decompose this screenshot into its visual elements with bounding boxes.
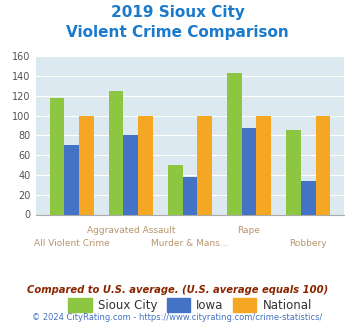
Bar xyxy=(227,73,242,215)
Bar xyxy=(50,98,64,214)
Text: 2019 Sioux City: 2019 Sioux City xyxy=(110,5,245,20)
Text: Aggravated Assault: Aggravated Assault xyxy=(87,226,175,235)
Text: Compared to U.S. average. (U.S. average equals 100): Compared to U.S. average. (U.S. average … xyxy=(27,285,328,295)
Bar xyxy=(138,115,153,214)
Text: © 2024 CityRating.com - https://www.cityrating.com/crime-statistics/: © 2024 CityRating.com - https://www.city… xyxy=(32,314,323,322)
Bar xyxy=(168,165,182,214)
Bar xyxy=(197,115,212,214)
Bar xyxy=(124,135,138,214)
Text: Murder & Mans...: Murder & Mans... xyxy=(151,240,229,248)
Bar xyxy=(79,115,94,214)
Text: Robbery: Robbery xyxy=(289,240,327,248)
Bar xyxy=(301,181,316,214)
Bar xyxy=(242,128,256,214)
Text: Violent Crime Comparison: Violent Crime Comparison xyxy=(66,25,289,40)
Text: All Violent Crime: All Violent Crime xyxy=(34,240,110,248)
Bar xyxy=(109,91,124,214)
Bar xyxy=(64,145,79,214)
Bar xyxy=(256,115,271,214)
Legend: Sioux City, Iowa, National: Sioux City, Iowa, National xyxy=(63,293,317,316)
Bar xyxy=(182,177,197,215)
Text: Rape: Rape xyxy=(237,226,261,235)
Bar xyxy=(316,115,330,214)
Bar xyxy=(286,130,301,214)
